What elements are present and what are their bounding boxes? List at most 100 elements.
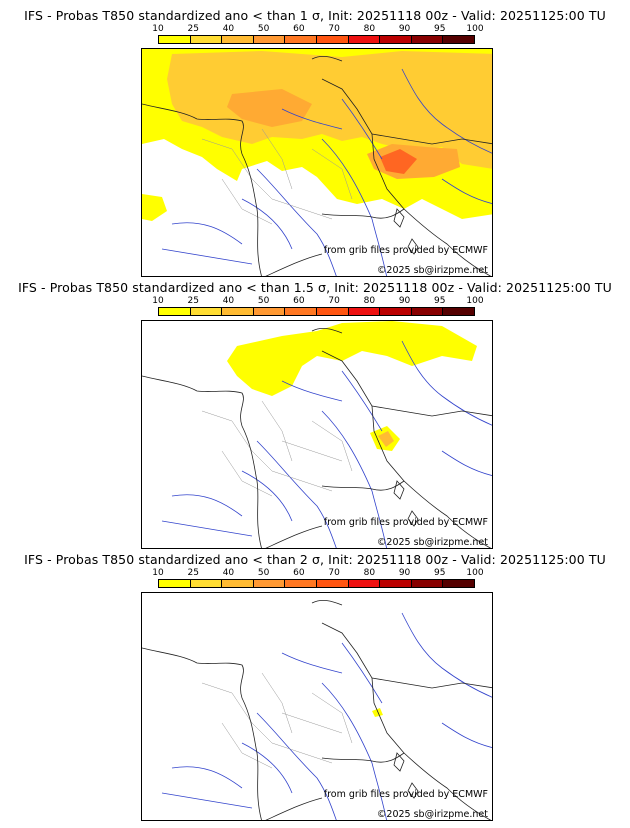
colorbar-swatch bbox=[253, 36, 286, 43]
map-canvas bbox=[142, 321, 492, 548]
colorbar-swatch bbox=[380, 580, 412, 587]
colorbar-tick-label: 60 bbox=[293, 24, 305, 34]
colorbar-swatch bbox=[159, 308, 191, 315]
colorbar-tick-label: 95 bbox=[434, 24, 446, 34]
probability-map: from grib files provided by ECMWF ©2025 … bbox=[141, 48, 493, 277]
probability-area-yellow-sw bbox=[142, 194, 167, 221]
colorbar-swatch bbox=[222, 36, 254, 43]
map-panel-2: IFS - Probas T850 standardized ano < tha… bbox=[0, 272, 630, 549]
regional-boundaries bbox=[201, 400, 353, 497]
colorbar-tick-label: 90 bbox=[398, 568, 411, 578]
colorbar-swatch bbox=[411, 36, 444, 43]
colorbar-tick-label: 70 bbox=[328, 296, 340, 306]
colorbar-tick-label: 50 bbox=[257, 24, 270, 34]
map-canvas bbox=[142, 599, 492, 820]
colorbar-swatch bbox=[348, 308, 381, 315]
coastlines-borders bbox=[142, 55, 492, 276]
colorbar-swatch bbox=[159, 580, 191, 587]
colorbar-tick-label: 60 bbox=[293, 568, 305, 578]
colorbar-swatch bbox=[222, 580, 254, 587]
colorbar-swatch bbox=[411, 308, 444, 315]
colorbar-swatch bbox=[159, 36, 191, 43]
colorbar-swatch bbox=[285, 36, 317, 43]
colorbar-swatch bbox=[253, 580, 286, 587]
colorbar-swatch bbox=[411, 580, 444, 587]
copyright-credit: ©2025 sb@irizpme.net bbox=[376, 265, 488, 276]
rivers bbox=[161, 612, 492, 820]
colorbar-labels: 10 25 40 50 60 70 80 90 95 100 bbox=[148, 296, 494, 306]
colorbar-swatch bbox=[348, 580, 381, 587]
colorbar-tick-label: 70 bbox=[328, 568, 340, 578]
colorbar-tick-label: 90 bbox=[398, 296, 411, 306]
panel-title: IFS - Probas T850 standardized ano < tha… bbox=[24, 8, 606, 23]
map-panel-1: IFS - Probas T850 standardized ano < tha… bbox=[0, 0, 630, 277]
colorbar-tick-label: 100 bbox=[466, 296, 484, 306]
colorbar-swatch bbox=[443, 308, 474, 315]
colorbar-tick-label: 25 bbox=[187, 24, 199, 34]
colorbar-labels: 10 25 40 50 60 70 80 90 95 100 bbox=[148, 24, 494, 34]
colorbar-tick-label: 80 bbox=[363, 568, 376, 578]
colorbar-tick-label: 100 bbox=[466, 568, 484, 578]
map-canvas bbox=[142, 49, 492, 276]
colorbar-tick-label: 25 bbox=[187, 568, 199, 578]
coastlines-borders bbox=[142, 599, 492, 820]
probability-area-orange-alps bbox=[378, 431, 394, 447]
probability-area-red-alps bbox=[380, 149, 417, 174]
colorbar-swatch bbox=[253, 308, 286, 315]
colorbar-swatch bbox=[316, 308, 349, 315]
colorbar bbox=[158, 307, 475, 316]
colorbar-swatch bbox=[222, 308, 254, 315]
colorbar-swatch bbox=[190, 36, 223, 43]
colorbar-tick-label: 95 bbox=[434, 296, 446, 306]
colorbar-swatch bbox=[443, 580, 474, 587]
colorbar-tick-label: 80 bbox=[363, 296, 376, 306]
regional-boundaries bbox=[201, 128, 353, 225]
colorbar-tick-label: 80 bbox=[363, 24, 376, 34]
colorbar-swatch bbox=[316, 580, 349, 587]
colorbar-tick-label: 40 bbox=[222, 568, 235, 578]
colorbar-swatch bbox=[190, 308, 223, 315]
rivers bbox=[161, 340, 492, 548]
colorbar-tick-label: 70 bbox=[328, 24, 340, 34]
data-source-credit: from grib files provided by ECMWF bbox=[323, 517, 488, 528]
rivers bbox=[161, 68, 492, 276]
colorbar-labels: 10 25 40 50 60 70 80 90 95 100 bbox=[148, 568, 494, 578]
probability-area-yellow-small bbox=[372, 708, 383, 717]
colorbar-tick-label: 50 bbox=[257, 568, 270, 578]
colorbar-tick-label: 50 bbox=[257, 296, 270, 306]
panel-title: IFS - Probas T850 standardized ano < tha… bbox=[18, 280, 612, 295]
colorbar-swatch bbox=[316, 36, 349, 43]
colorbar bbox=[158, 579, 475, 588]
colorbar-tick-label: 10 bbox=[152, 24, 164, 34]
colorbar-swatch bbox=[443, 36, 474, 43]
colorbar-swatch bbox=[380, 308, 412, 315]
colorbar-swatch bbox=[285, 308, 317, 315]
colorbar-tick-label: 40 bbox=[222, 296, 235, 306]
coastlines-borders bbox=[142, 327, 492, 548]
probability-area-orange-mid bbox=[227, 89, 312, 127]
copyright-credit: ©2025 sb@irizpme.net bbox=[376, 537, 488, 548]
colorbar-tick-label: 25 bbox=[187, 296, 199, 306]
colorbar-swatch bbox=[348, 36, 381, 43]
colorbar-tick-label: 100 bbox=[466, 24, 484, 34]
colorbar-tick-label: 40 bbox=[222, 24, 235, 34]
colorbar-tick-label: 10 bbox=[152, 296, 164, 306]
map-panel-3: IFS - Probas T850 standardized ano < tha… bbox=[0, 544, 630, 821]
colorbar-tick-label: 10 bbox=[152, 568, 164, 578]
probability-area-yellow bbox=[227, 321, 477, 396]
probability-area-orange-light bbox=[167, 51, 492, 169]
colorbar-swatch bbox=[190, 580, 223, 587]
data-source-credit: from grib files provided by ECMWF bbox=[323, 245, 488, 256]
colorbar-tick-label: 90 bbox=[398, 24, 411, 34]
regional-boundaries bbox=[201, 672, 353, 769]
copyright-credit: ©2025 sb@irizpme.net bbox=[376, 809, 488, 820]
colorbar-tick-label: 95 bbox=[434, 568, 446, 578]
probability-map: from grib files provided by ECMWF ©2025 … bbox=[141, 592, 493, 821]
colorbar-tick-label: 60 bbox=[293, 296, 305, 306]
colorbar bbox=[158, 35, 475, 44]
panel-title: IFS - Probas T850 standardized ano < tha… bbox=[24, 552, 606, 567]
data-source-credit: from grib files provided by ECMWF bbox=[323, 789, 488, 800]
probability-map: from grib files provided by ECMWF ©2025 … bbox=[141, 320, 493, 549]
colorbar-swatch bbox=[380, 36, 412, 43]
colorbar-swatch bbox=[285, 580, 317, 587]
